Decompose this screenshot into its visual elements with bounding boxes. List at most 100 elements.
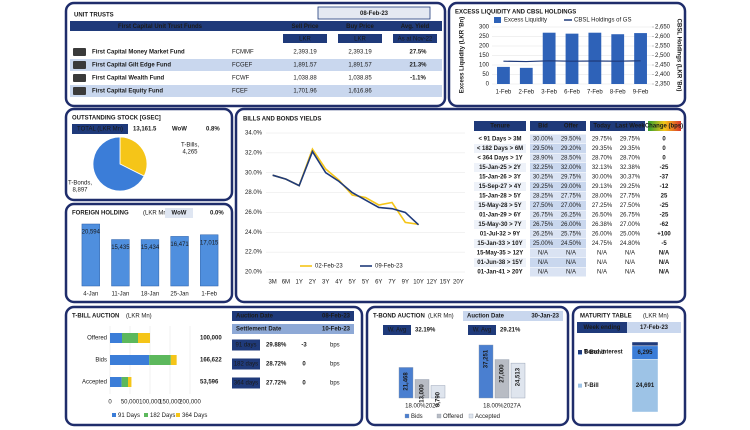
legend-label: 09-Feb-23 xyxy=(375,264,403,270)
cell: FCGEF xyxy=(232,63,253,69)
cell-band xyxy=(530,172,586,182)
cell: N/A xyxy=(659,260,670,266)
y2-tick-label: 2,650 xyxy=(655,25,671,31)
legend-label: 02-Feb-23 xyxy=(315,264,343,270)
value-label: 17,015 xyxy=(200,240,219,246)
tenure: 15-Jan-25 > 2Y xyxy=(479,165,521,171)
total-label: 100,000 xyxy=(200,336,222,342)
bar xyxy=(140,239,160,287)
change: 0 xyxy=(302,362,306,368)
header-box xyxy=(648,121,681,131)
column-header: Today xyxy=(593,124,611,130)
x-tick-label: 50,000 xyxy=(121,400,140,406)
column-header: Buy Price xyxy=(346,24,374,30)
cell: 29.25% xyxy=(620,184,641,190)
fund-icon xyxy=(73,87,86,95)
cell: -25 xyxy=(660,203,669,209)
y-tick-label: Offered xyxy=(87,336,107,342)
cell-band xyxy=(530,191,586,201)
unit-box xyxy=(338,34,382,43)
legend-label: Excess Liquidity xyxy=(504,18,547,24)
x-tick-label: 18.00%2027 xyxy=(405,404,439,410)
x-tick-label: 2Y xyxy=(309,280,316,286)
tenor-box xyxy=(232,377,260,389)
cell: 1,038.85 xyxy=(348,76,372,82)
bar xyxy=(398,367,414,399)
cell: N/A xyxy=(597,270,607,276)
cell: 2,393.19 xyxy=(293,50,317,56)
cell-band xyxy=(474,258,526,267)
x-tick-label: 25-Jan xyxy=(170,292,188,298)
x-tick-label: 200,000 xyxy=(179,400,201,406)
cell-band xyxy=(530,229,586,239)
cell: 1,701.96 xyxy=(293,89,317,95)
x-tick-label: 5Y xyxy=(349,280,356,286)
x-tick-label: 1-Feb xyxy=(496,90,512,96)
cell: 27.00% xyxy=(561,203,582,209)
cell: N/A xyxy=(659,270,670,276)
legend-label: 91 Days xyxy=(118,413,140,419)
cell: 1,038.88 xyxy=(293,76,317,82)
cell-band xyxy=(474,239,526,248)
value-label: 15,434 xyxy=(141,245,160,251)
cell: 1,891.57 xyxy=(348,63,372,69)
chart-title: FOREIGN HOLDING xyxy=(72,211,129,217)
bar-segment xyxy=(631,341,659,347)
fund-icon xyxy=(73,48,86,56)
cell-band xyxy=(530,182,586,191)
column-header: First Capital Unit Trust Funds xyxy=(118,24,203,30)
x-tick-label: 6-Feb xyxy=(564,90,580,96)
tenure: < 182 Days > 6M xyxy=(477,146,523,152)
legend-label: Accepted xyxy=(475,414,500,420)
cell: 28.70% xyxy=(620,156,641,162)
cell: 25.75% xyxy=(561,232,582,238)
y-tick-label: 22.0% xyxy=(245,250,263,256)
cell: 32.38% xyxy=(620,165,641,171)
cell: 26.75% xyxy=(533,213,554,219)
y-tick-label: 250 xyxy=(479,34,490,40)
week-label: Week ending xyxy=(584,325,621,331)
cell: N/A xyxy=(625,251,635,257)
tenure: 01-Jan-41 > 20Y xyxy=(477,270,522,276)
slice-value: 8,897 xyxy=(72,188,88,194)
cell: 29.75% xyxy=(620,137,641,143)
slice-label: T-Bills, xyxy=(181,143,199,149)
pie-slice xyxy=(119,136,148,177)
unit-label: As at Nov-22 xyxy=(398,37,433,43)
tenor-box xyxy=(232,358,260,370)
bar-segment xyxy=(631,359,659,413)
cell: 28.00% xyxy=(592,194,613,200)
y-tick-label: 150 xyxy=(479,53,490,59)
tenure: 01-Jun-38 > 15Y xyxy=(477,260,523,266)
wow: 0.8% xyxy=(206,127,220,133)
chart-title: BILLS AND BONDS YIELDS xyxy=(243,117,321,123)
x-tick-label: 1-Feb xyxy=(201,292,217,298)
cell: FCMMF xyxy=(232,50,254,56)
tenure: 15-May-30 > 7Y xyxy=(478,222,521,228)
y2-tick-label: 2,500 xyxy=(655,53,671,59)
wavg-value: 29.21% xyxy=(500,328,521,334)
legend-label: T-Bill xyxy=(584,383,599,389)
x-tick-label: 9Y xyxy=(402,280,409,286)
cell-band xyxy=(530,134,586,144)
legend-label: Bids xyxy=(411,414,423,420)
cell: N/A xyxy=(538,251,548,257)
cell: 27.50% xyxy=(620,203,641,209)
unit-label: LKR xyxy=(354,37,366,43)
x-tick-label: 6M xyxy=(282,280,290,286)
cell: 2,393.19 xyxy=(348,50,372,56)
bar xyxy=(494,359,510,399)
bar xyxy=(510,362,526,399)
info-box xyxy=(463,311,563,321)
cell: -12 xyxy=(660,184,669,190)
cell: N/A xyxy=(597,251,607,257)
value-label: 6,295 xyxy=(637,350,653,356)
cell: 27.75% xyxy=(620,194,641,200)
y-tick-label: Accepted xyxy=(82,380,107,386)
value-label: 37,251 xyxy=(484,349,490,368)
cell: 29.20% xyxy=(561,146,582,152)
y2-axis-label: CBSL Holdings (LKR 'Bn) xyxy=(675,19,681,92)
cell: N/A xyxy=(566,270,576,276)
x-tick-label: 15Y xyxy=(440,280,451,286)
